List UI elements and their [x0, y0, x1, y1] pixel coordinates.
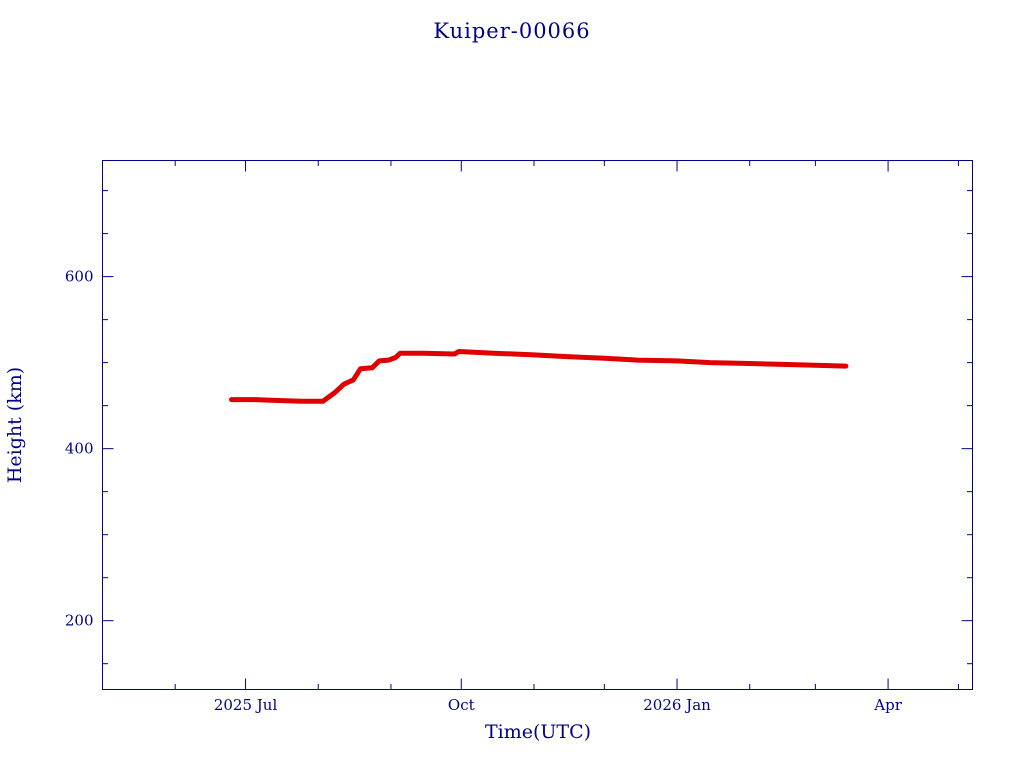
chart-title: Kuiper-00066 [433, 19, 590, 43]
y-axis-label: Height (km) [4, 367, 26, 483]
x-tick-label: Apr [873, 696, 902, 714]
plot-frame [102, 160, 973, 690]
x-tick-label: 2025 Jul [214, 696, 278, 714]
x-tick-label: 2026 Jan [643, 696, 711, 714]
tick-labels: 2025 Jul Oct 2026 Jan Apr 200 400 600 [65, 268, 903, 714]
series-layer [229, 349, 849, 404]
x-axis-label: Time(UTC) [485, 721, 591, 743]
series-line [229, 349, 849, 404]
y-tick-label: 600 [65, 268, 94, 286]
y-tick-label: 400 [65, 440, 94, 458]
y-tick-label: 200 [65, 612, 94, 630]
axis-ticks [102, 160, 973, 690]
x-tick-label: Oct [448, 696, 475, 714]
